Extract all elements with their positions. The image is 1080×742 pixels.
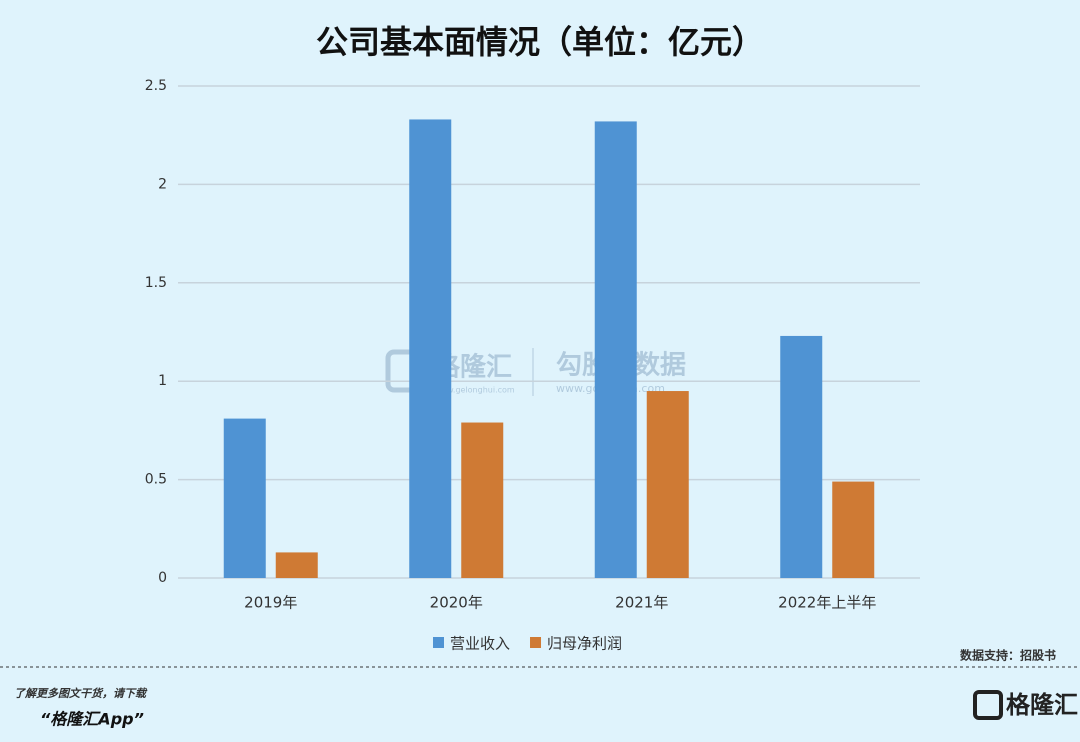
x-tick-label: 2022年上半年 — [778, 594, 876, 612]
legend-swatch — [530, 637, 542, 648]
y-tick-label: 0.5 — [145, 472, 167, 488]
y-tick-label: 1 — [158, 373, 167, 389]
bar — [594, 121, 637, 578]
bar — [275, 552, 318, 578]
bar — [832, 481, 875, 578]
y-tick-label: 2 — [158, 176, 167, 192]
legend-swatch — [433, 637, 444, 648]
bar — [780, 335, 823, 578]
bar — [223, 418, 266, 578]
footer-logo: 格隆汇 — [1006, 691, 1078, 719]
footer-line: 了解更多图文干货，请下载 — [14, 687, 148, 700]
x-tick-label: 2021年 — [615, 594, 668, 612]
y-tick-label: 2.5 — [145, 78, 167, 94]
footer-app: “格隆汇App” — [40, 710, 144, 729]
bar — [409, 119, 452, 579]
bar — [646, 391, 689, 578]
bar — [461, 422, 504, 578]
chart-title: 公司基本面情况（单位：亿元） — [316, 23, 764, 61]
y-tick-label: 1.5 — [145, 275, 167, 291]
watermark-url: www.gelonghui.com — [434, 386, 515, 395]
x-tick-label: 2020年 — [430, 594, 483, 612]
footer-logo-icon — [973, 690, 1003, 720]
legend-label: 归母净利润 — [547, 635, 622, 653]
legend-label: 营业收入 — [450, 635, 510, 653]
x-tick-label: 2019年 — [244, 594, 297, 612]
y-tick-label: 0 — [158, 570, 167, 586]
source: 数据支持：招股书 — [960, 648, 1056, 663]
